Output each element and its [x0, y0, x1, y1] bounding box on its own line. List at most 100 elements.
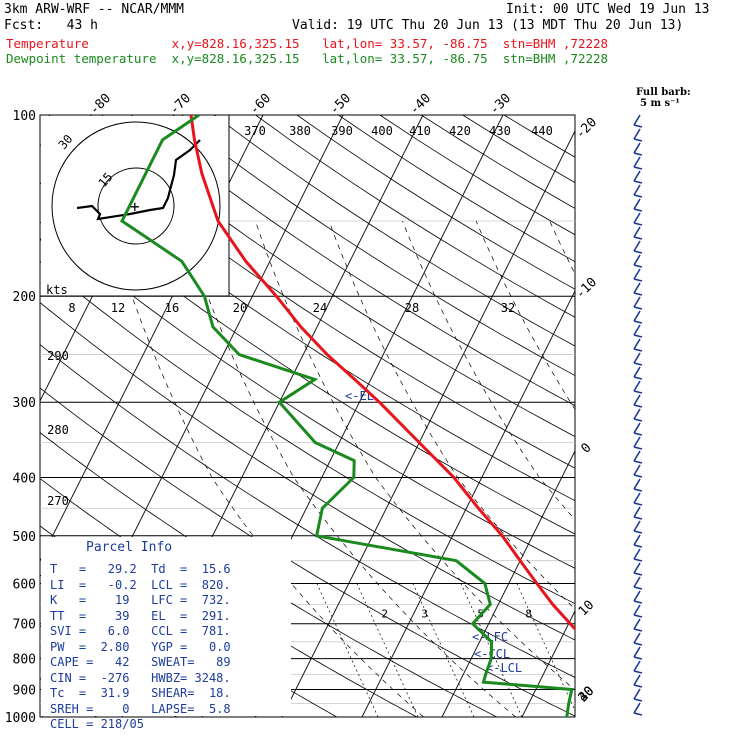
pressure-tick-label: 800 — [13, 653, 36, 668]
pressure-tick-label: 400 — [13, 471, 36, 486]
wind-barb — [633, 478, 641, 490]
wind-barb — [633, 268, 641, 280]
hodograph-center-icon: + — [130, 197, 140, 216]
theta-label: 400 — [371, 124, 393, 138]
wind-barb-flag — [633, 390, 643, 394]
moist-adiabat — [181, 220, 517, 717]
wind-barb — [633, 380, 641, 392]
parcel-info-row: CIN = -276 HWBZ= 3248. — [50, 670, 231, 685]
parcel-info-row: SREH = 0 LAPSE= 5.8 — [50, 701, 231, 716]
parcel-info-title: Parcel Info — [86, 540, 173, 555]
wind-barb-flag — [633, 292, 643, 296]
pressure-tick-label: 900 — [13, 683, 36, 698]
dry-adiabat — [40, 302, 575, 641]
dry-adiabat — [40, 260, 575, 605]
dry-adiabat — [420, 115, 575, 209]
mixing-ratio-line — [356, 583, 419, 717]
wind-barb-flag — [633, 138, 643, 142]
theta-label: 440 — [531, 124, 553, 138]
isotherm-label: -10 — [573, 275, 600, 302]
isotherm-label: 0 — [578, 440, 594, 456]
wind-barb-flag — [633, 698, 643, 702]
isotherm-line — [441, 449, 575, 717]
forecast-hour: Fcst: 43 h — [4, 18, 98, 33]
wind-barb-flag — [633, 628, 643, 632]
pressure-tick-label: 300 — [13, 396, 36, 411]
wind-barb — [633, 436, 641, 448]
wind-barb — [633, 534, 641, 546]
wind-barb-flag — [633, 334, 643, 338]
wind-barb-flag — [633, 194, 643, 198]
isotherm-line — [676, 115, 740, 730]
moist-adiabat — [255, 220, 575, 691]
wind-barb-flag — [633, 446, 643, 450]
wind-barb — [633, 184, 641, 196]
parcel-info-row: PW = 2.80 YGP = 0.0 — [50, 639, 231, 654]
wind-barb-flag — [633, 642, 643, 646]
theta-label: 270 — [47, 494, 69, 508]
theta-label: 390 — [331, 124, 353, 138]
wind-barb-flag — [633, 432, 643, 436]
parcel-info-row: SVI = 6.0 CCL = 781. — [50, 624, 231, 638]
wind-barb — [633, 366, 641, 378]
wind-barb-flag — [633, 208, 643, 212]
wind-barb-flag — [633, 404, 643, 408]
parcel-info-row: TT = 39 EL = 291. — [50, 608, 231, 623]
wind-barb-flag — [633, 460, 643, 464]
level-mark-lcl: <-LCL — [486, 661, 522, 675]
isotherm-label: -70 — [167, 91, 194, 118]
theta-label: 410 — [409, 124, 431, 138]
parcel-info-row: T = 29.2 Td = 15.6 — [50, 562, 231, 576]
wind-barb-flag — [633, 530, 643, 534]
wind-barb-flag — [633, 278, 643, 282]
parcel-info-row: LI = -0.2 LCL = 820. — [50, 577, 231, 592]
pressure-tick-label: 600 — [13, 577, 36, 592]
wind-barb — [633, 240, 641, 252]
wind-barb — [633, 674, 641, 686]
dry-adiabat — [40, 387, 575, 717]
pressure-tick-label: 1000 — [5, 711, 36, 726]
wind-barb-flag — [633, 656, 643, 660]
mixing-ratio-line — [316, 583, 379, 717]
pressure-tick-label: 500 — [13, 530, 36, 545]
temperature-trace — [189, 115, 575, 632]
dry-adiabat — [296, 115, 575, 290]
wind-barb — [633, 156, 641, 168]
dry-adiabat — [503, 115, 575, 158]
wind-barb — [633, 114, 641, 126]
pressure-tick-label: 100 — [13, 109, 36, 124]
dry-adiabat — [379, 115, 575, 236]
wind-barb-flag — [633, 376, 643, 380]
hodograph-speed-label: 24 — [313, 301, 327, 315]
wind-barb-flag — [633, 320, 643, 324]
pressure-tick-label: 200 — [13, 290, 36, 305]
mixing-ratio-label: 8 — [525, 608, 532, 621]
wind-barb-flag — [633, 264, 643, 268]
wind-barb — [633, 590, 641, 602]
wind-barb — [633, 660, 641, 672]
wind-barb — [633, 464, 641, 476]
theta-label: 370 — [244, 124, 266, 138]
isotherm-label: 40 — [576, 684, 598, 706]
wind-barb-flag — [633, 600, 643, 604]
wind-barb — [633, 520, 641, 532]
wind-barb — [633, 450, 641, 462]
isotherm-line — [281, 129, 575, 717]
wind-barb — [633, 506, 641, 518]
hodograph-unit-label: kts — [46, 283, 68, 297]
dry-adiabat — [89, 115, 575, 438]
mixing-ratio-line — [412, 583, 475, 717]
wind-barb-flag — [633, 362, 643, 366]
theta-label: 380 — [289, 124, 311, 138]
wind-barb — [633, 548, 641, 560]
hodograph-ring-inner — [97, 167, 175, 245]
wind-barb-flag — [633, 712, 643, 716]
wind-barb — [633, 310, 641, 322]
wind-barb — [633, 198, 641, 210]
isotherm-label: -60 — [247, 91, 274, 118]
parcel-info-row: K = 19 LFC = 732. — [50, 593, 231, 607]
wind-barb-flag — [633, 348, 643, 352]
isotherm-label: -80 — [87, 91, 114, 118]
wind-barb — [633, 338, 641, 350]
hodograph-background — [41, 116, 229, 296]
